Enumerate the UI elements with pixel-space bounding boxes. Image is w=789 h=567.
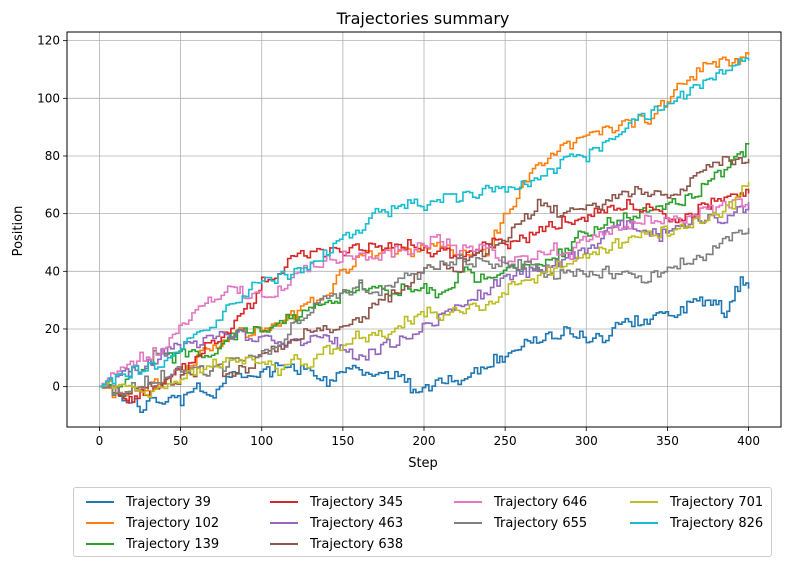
legend-item: Trajectory 701 <box>630 492 763 512</box>
axis-ticks: 0 50 100 150 200 250 300 350 400 0 20 40 60 80 100 120 <box>37 34 760 448</box>
x-tick-label: 350 <box>656 434 679 448</box>
legend-swatch <box>630 501 658 503</box>
chart-title: Trajectories summary <box>336 9 510 28</box>
legend-swatch <box>454 522 482 524</box>
legend-label: Trajectory 139 <box>126 536 220 552</box>
series-line <box>99 143 750 395</box>
legend-label: Trajectory 655 <box>494 515 588 531</box>
legend-item: Trajectory 646 <box>454 492 587 512</box>
series-line <box>99 276 750 414</box>
series-line <box>99 198 750 388</box>
x-tick-label: 400 <box>737 434 760 448</box>
legend-item: Trajectory 638 <box>270 534 403 554</box>
series-line <box>99 181 750 398</box>
x-tick-label: 200 <box>413 434 436 448</box>
y-tick-label: 80 <box>45 149 60 163</box>
series-line <box>99 57 750 388</box>
x-tick-label: 250 <box>494 434 517 448</box>
legend-item: Trajectory 345 <box>270 492 403 512</box>
y-tick-label: 100 <box>37 91 60 105</box>
legend-item: Trajectory 102 <box>86 513 219 533</box>
series-line <box>99 188 750 404</box>
legend-label: Trajectory 345 <box>310 494 404 510</box>
legend-item: Trajectory 139 <box>86 534 219 554</box>
y-tick-label: 20 <box>45 322 60 336</box>
legend-swatch <box>86 543 114 545</box>
x-tick-label: 0 <box>96 434 104 448</box>
y-tick-label: 120 <box>37 34 60 48</box>
x-tick-label: 100 <box>250 434 273 448</box>
legend-swatch <box>86 501 114 503</box>
series-line <box>99 228 750 396</box>
y-tick-label: 40 <box>45 264 60 278</box>
legend-label: Trajectory 638 <box>310 536 404 552</box>
legend-label: Trajectory 701 <box>670 494 764 510</box>
legend-swatch <box>270 501 298 503</box>
legend-label: Trajectory 826 <box>670 515 764 531</box>
legend-swatch <box>86 522 114 524</box>
legend-item: Trajectory 463 <box>270 513 403 533</box>
legend-label: Trajectory 463 <box>310 515 404 531</box>
legend-label: Trajectory 646 <box>494 494 588 510</box>
legend-item: Trajectory 655 <box>454 513 587 533</box>
x-axis-label: Step <box>408 456 438 471</box>
x-tick-label: 50 <box>173 434 188 448</box>
x-tick-label: 300 <box>575 434 598 448</box>
y-tick-label: 60 <box>45 207 60 221</box>
legend-label: Trajectory 102 <box>126 515 220 531</box>
legend-swatch <box>270 522 298 524</box>
legend-item: Trajectory 826 <box>630 513 763 533</box>
legend-label: Trajectory 39 <box>126 494 211 510</box>
legend-item: Trajectory 39 <box>86 492 211 512</box>
legend-swatch <box>454 501 482 503</box>
y-tick-label: 0 <box>52 380 60 394</box>
legend-swatch <box>630 522 658 524</box>
x-tick-label: 150 <box>331 434 354 448</box>
series-lines <box>99 52 750 414</box>
y-axis-label: Position <box>11 206 26 257</box>
legend: Trajectory 39 Trajectory 102 Trajectory 13… <box>73 487 772 557</box>
legend-swatch <box>270 543 298 545</box>
